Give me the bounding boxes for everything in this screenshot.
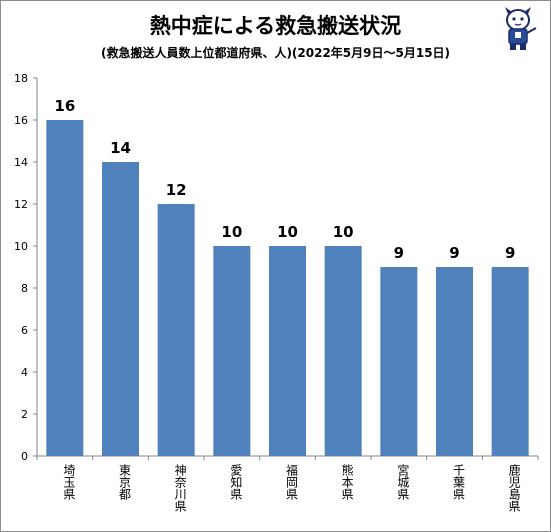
data-label: 10 <box>277 223 298 241</box>
chart-title: 熱中症による救急搬送状況 <box>149 14 402 38</box>
x-tick-label: 千葉県 <box>452 464 466 500</box>
bar <box>380 267 418 456</box>
mascot-icon <box>505 7 537 50</box>
bar <box>491 267 529 456</box>
x-tick-label: 福岡県 <box>285 463 299 500</box>
x-tick-label: 鹿児島県 <box>507 463 521 512</box>
data-label: 9 <box>449 244 459 262</box>
x-tick-label: 神奈川県 <box>173 464 187 512</box>
y-tick-label: 18 <box>14 72 28 85</box>
y-tick-label: 6 <box>21 324 28 337</box>
y-tick-label: 8 <box>21 282 28 295</box>
y-tick-label: 14 <box>14 156 28 169</box>
x-tick-label: 埼玉県 <box>62 464 76 500</box>
data-label: 12 <box>166 181 187 199</box>
data-label: 10 <box>221 223 242 241</box>
bar <box>436 267 473 456</box>
bar <box>269 246 306 456</box>
data-label: 10 <box>333 223 354 241</box>
bar <box>324 246 362 456</box>
bar <box>46 120 84 456</box>
y-tick-label: 12 <box>14 198 28 211</box>
bar <box>157 204 195 456</box>
chart-subtitle: (救急搬送人員数上位都道府県、人)(2022年5月9日～5月15日) <box>100 46 451 60</box>
data-label: 9 <box>394 244 404 262</box>
x-tick-label: 東京都 <box>118 464 132 500</box>
x-tick-label: 宮城県 <box>396 463 410 500</box>
y-tick-label: 4 <box>21 366 28 379</box>
x-tick-label: 愛知県 <box>229 464 243 500</box>
y-tick-label: 0 <box>21 450 28 463</box>
data-label: 14 <box>110 139 131 157</box>
x-tick-label: 熊本県 <box>340 463 354 500</box>
data-label: 16 <box>54 97 75 115</box>
bar <box>102 162 139 456</box>
data-label: 9 <box>505 244 515 262</box>
y-tick-label: 2 <box>21 408 28 421</box>
y-tick-label: 16 <box>14 114 28 127</box>
y-tick-label: 10 <box>14 240 28 253</box>
bar <box>213 246 251 456</box>
